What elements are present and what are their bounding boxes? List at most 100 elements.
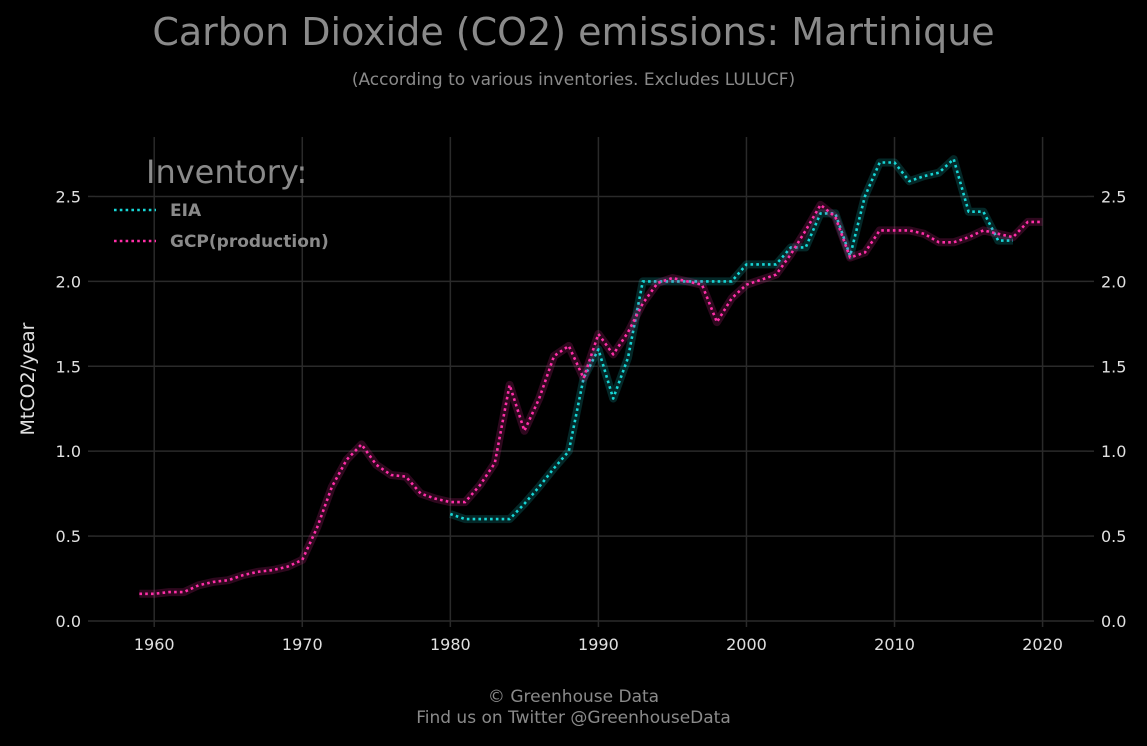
data-point-gcp-production xyxy=(627,331,629,333)
data-point-gcp-production xyxy=(582,377,584,379)
data-point-gcp-production xyxy=(923,233,925,235)
x-tick-label: 1980 xyxy=(430,635,471,654)
data-point-gcp-production xyxy=(745,284,747,286)
data-point-gcp-production xyxy=(1041,221,1043,223)
line-chart: 1960 1970 1980 1990 2000 2010 2020 0.0 0.0 0.5 0.5… xyxy=(17,137,1126,654)
data-point-eia xyxy=(479,518,481,520)
data-point-gcp-production xyxy=(508,384,510,386)
data-point-gcp-production xyxy=(494,462,496,464)
data-point-gcp-production xyxy=(301,559,303,561)
y-tick-label-right: 0.5 xyxy=(1101,527,1126,546)
data-point-eia xyxy=(553,467,555,469)
data-point-eia xyxy=(494,518,496,520)
data-point-gcp-production xyxy=(893,229,895,231)
x-tick-label: 2010 xyxy=(874,635,915,654)
data-point-eia xyxy=(953,158,955,160)
data-point-gcp-production xyxy=(938,241,940,243)
data-point-gcp-production xyxy=(346,458,348,460)
y-tick-label-right: 2.0 xyxy=(1101,272,1126,291)
data-point-gcp-production xyxy=(908,229,910,231)
data-point-eia xyxy=(745,263,747,265)
x-tick-label: 2020 xyxy=(1022,635,1063,654)
data-point-gcp-production xyxy=(701,284,703,286)
data-point-gcp-production xyxy=(612,353,614,355)
chart-subtitle: (According to various inventories. Exclu… xyxy=(351,70,796,90)
data-point-eia xyxy=(523,503,525,505)
data-point-eia xyxy=(923,175,925,177)
footer-copyright: © Greenhouse Data xyxy=(487,687,660,707)
data-point-gcp-production xyxy=(804,229,806,231)
data-point-gcp-production xyxy=(716,321,718,323)
x-tick-label: 1960 xyxy=(134,635,175,654)
data-point-eia xyxy=(642,280,644,282)
data-point-gcp-production xyxy=(553,355,555,357)
data-point-gcp-production xyxy=(656,282,658,284)
data-point-gcp-production xyxy=(686,280,688,282)
data-point-eia xyxy=(760,263,762,265)
data-point-gcp-production xyxy=(671,277,673,279)
y-tick-label-left: 2.0 xyxy=(56,272,81,291)
data-point-gcp-production xyxy=(197,584,199,586)
data-point-gcp-production xyxy=(775,273,777,275)
data-point-gcp-production xyxy=(523,430,525,432)
data-point-gcp-production xyxy=(790,253,792,255)
data-point-gcp-production xyxy=(227,579,229,581)
y-tick-label-left: 0.5 xyxy=(56,527,81,546)
data-point-gcp-production xyxy=(390,474,392,476)
grid-layer xyxy=(95,137,1087,622)
data-point-gcp-production xyxy=(331,486,333,488)
y-tick-label-left: 0.0 xyxy=(56,612,81,631)
series-layer xyxy=(139,155,1043,598)
data-point-eia xyxy=(730,280,732,282)
data-point-gcp-production xyxy=(257,571,259,573)
data-point-eia xyxy=(893,161,895,163)
data-point-gcp-production xyxy=(242,574,244,576)
data-point-eia xyxy=(508,518,510,520)
data-point-gcp-production xyxy=(434,498,436,500)
data-point-gcp-production xyxy=(597,333,599,335)
data-point-eia xyxy=(982,211,984,213)
data-point-gcp-production xyxy=(420,492,422,494)
x-tick-label: 1970 xyxy=(282,635,323,654)
footer-twitter: Find us on Twitter @GreenhouseData xyxy=(416,708,731,728)
data-point-eia xyxy=(967,211,969,213)
data-point-gcp-production xyxy=(864,251,866,253)
series-glow-gcp-production xyxy=(139,200,1043,598)
data-point-eia xyxy=(864,195,866,197)
data-point-eia xyxy=(804,246,806,248)
data-point-gcp-production xyxy=(642,302,644,304)
data-point-eia xyxy=(538,486,540,488)
y-tick-label-right: 1.5 xyxy=(1101,357,1126,376)
data-point-eia xyxy=(612,397,614,399)
data-point-eia xyxy=(449,513,451,515)
data-point-gcp-production xyxy=(1012,236,1014,238)
data-point-eia xyxy=(879,161,881,163)
y-axis-label: MtCO2/year xyxy=(17,322,39,435)
data-point-eia xyxy=(997,239,999,241)
y-tick-label-left: 2.5 xyxy=(56,187,81,206)
series-line-eia xyxy=(449,157,1013,521)
legend-label-gcp-production: GCP(production) xyxy=(170,232,329,252)
data-point-gcp-production xyxy=(464,501,466,503)
legend-label-eia: EIA xyxy=(170,201,202,221)
data-point-gcp-production xyxy=(168,591,170,593)
x-tick-label: 2000 xyxy=(726,635,767,654)
data-point-gcp-production xyxy=(953,241,955,243)
legend-title: Inventory: xyxy=(146,153,307,191)
data-point-gcp-production xyxy=(153,593,155,595)
data-point-gcp-production xyxy=(360,443,362,445)
data-point-gcp-production xyxy=(982,229,984,231)
data-point-gcp-production xyxy=(834,216,836,218)
data-point-eia xyxy=(627,357,629,359)
data-point-gcp-production xyxy=(375,464,377,466)
data-point-eia xyxy=(568,450,570,452)
data-point-eia xyxy=(716,280,718,282)
legend: Inventory: EIA GCP(production) xyxy=(114,153,329,252)
data-point-eia xyxy=(775,263,777,265)
data-point-gcp-production xyxy=(479,484,481,486)
data-point-gcp-production xyxy=(879,229,881,231)
data-point-gcp-production xyxy=(1027,221,1029,223)
data-point-gcp-production xyxy=(316,526,318,528)
y-tick-label-right: 0.0 xyxy=(1101,612,1126,631)
data-point-gcp-production xyxy=(271,569,273,571)
